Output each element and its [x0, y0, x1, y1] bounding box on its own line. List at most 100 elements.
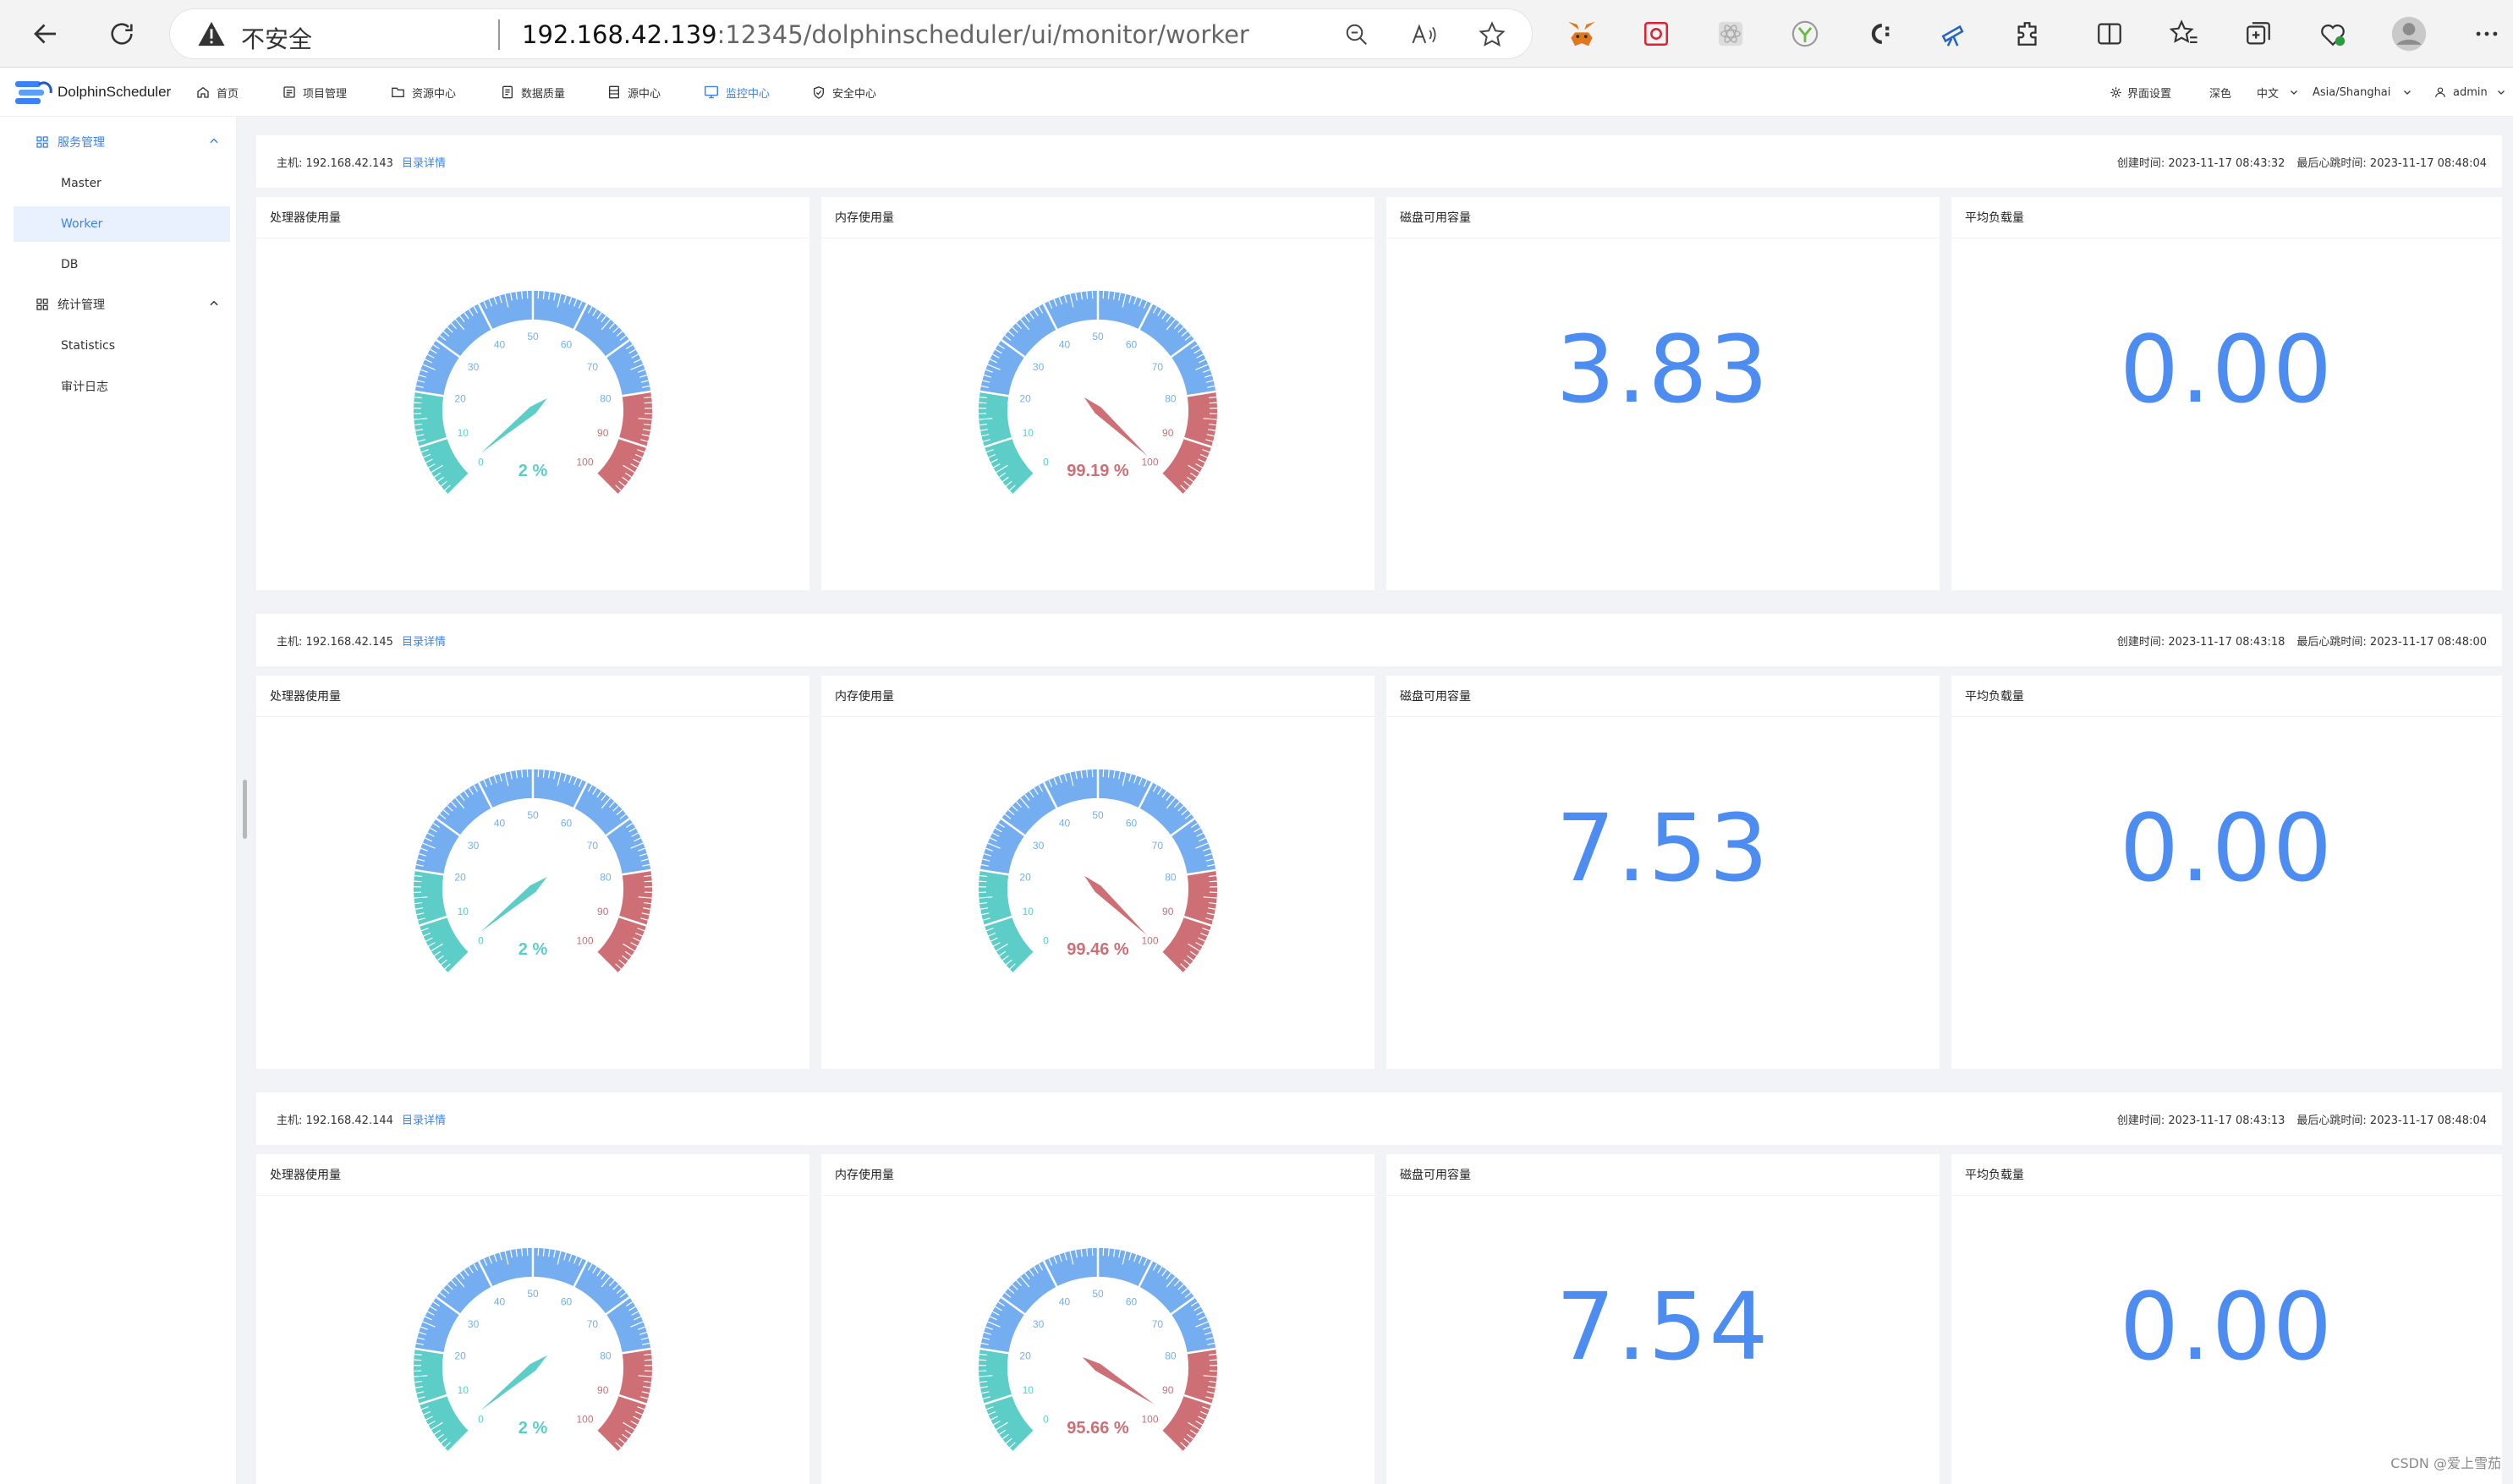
gauge-tick [439, 813, 447, 819]
menu-security[interactable]: 安全中心 [812, 68, 876, 117]
gauge-tick-label: 30 [468, 840, 480, 852]
gauge-tick [619, 813, 627, 819]
sidebar-item-master[interactable]: Master [61, 177, 102, 190]
sidebar-item-db[interactable]: DB [61, 258, 79, 271]
gauge-tick [428, 1421, 436, 1426]
gauge-tick [1204, 1331, 1212, 1335]
gauge-tick [984, 1394, 1012, 1405]
chevron-up-icon [210, 300, 218, 306]
sidebar-group-service[interactable]: 服务管理 [0, 122, 237, 162]
gauge-tick [1202, 1406, 1210, 1410]
gauge-tick-label: 10 [1023, 427, 1034, 439]
language-select[interactable]: 中文 [2257, 68, 2299, 117]
refresh-button[interactable] [100, 12, 144, 56]
extensions-puzzle-icon[interactable] [2010, 15, 2047, 52]
gauge-tick [1160, 951, 1183, 974]
profile-avatar[interactable] [2390, 15, 2428, 52]
favorite-star-icon[interactable] [1477, 19, 1507, 50]
menu-datasource[interactable]: 源中心 [607, 68, 661, 117]
gauge-tick [985, 449, 994, 453]
menu-projects[interactable]: 项目管理 [283, 68, 347, 117]
gauge-tick [1187, 1433, 1194, 1440]
gauge-tick [422, 842, 436, 849]
gauge-tick [639, 852, 647, 857]
zoom-icon[interactable] [1342, 19, 1372, 50]
sidebar-item-audit-log[interactable]: 审计日志 [61, 381, 108, 394]
browser-essentials-icon[interactable] [2314, 15, 2351, 52]
sidebar-item-worker[interactable]: Worker [14, 206, 230, 242]
gauge-tick [623, 943, 635, 952]
gauge-tick [631, 353, 639, 359]
c-ext-icon[interactable] [1861, 15, 1898, 52]
yuque-ext-icon[interactable] [1786, 15, 1824, 52]
gauge-tick [415, 863, 424, 867]
theme-toggle[interactable]: 深色 [2209, 87, 2232, 101]
gauge-tick [634, 359, 641, 364]
gauge-tick [1195, 842, 1209, 849]
ui-settings-button[interactable]: 界面设置 [2110, 68, 2171, 117]
gauge-tick [630, 1321, 644, 1328]
sidebar-item-statistics[interactable]: Statistics [61, 339, 115, 353]
more-menu-icon[interactable] [2468, 15, 2505, 52]
gauge-tick [548, 1249, 551, 1257]
gauge-tick [979, 868, 1009, 876]
app-logo[interactable]: DolphinScheduler [14, 76, 171, 108]
gauge-value-text: 2 % [519, 1419, 548, 1437]
gauge-tick [414, 896, 428, 899]
sidebar-group-statistics[interactable]: 统计管理 [0, 284, 237, 325]
gauge-tick [1160, 473, 1183, 496]
address-bar[interactable]: 不安全 192.168.42.139:12345/dolphinschedule… [169, 8, 1533, 59]
gauge-tick [1202, 449, 1210, 453]
gauge-tick [640, 439, 649, 442]
collections-icon[interactable] [2240, 15, 2277, 52]
sidebar-scrollbar[interactable] [243, 780, 247, 839]
gauge-tick-label: 20 [454, 392, 466, 404]
metamask-icon[interactable] [1563, 15, 1600, 52]
gauge-tick [979, 896, 993, 899]
gauge-tick [1007, 1288, 1015, 1295]
gauge-tick-label: 70 [1152, 1318, 1164, 1330]
gauge-tick [1053, 777, 1057, 786]
gauge-tick [1058, 297, 1062, 305]
menu-home[interactable]: 首页 [196, 68, 239, 117]
gauge-tick [515, 770, 518, 779]
gauge-tick [1170, 1296, 1195, 1316]
project-icon [283, 86, 295, 98]
gauge-tick [483, 301, 488, 309]
gauge-tick [634, 932, 643, 937]
screenshot-ext-icon[interactable] [1638, 15, 1675, 52]
directory-detail-link[interactable]: 目录详情 [402, 1114, 447, 1127]
dolphin-logo-icon [15, 81, 52, 104]
gauge-tick-label: 20 [1019, 1350, 1031, 1361]
telescope-ext-icon[interactable] [1935, 15, 1973, 52]
gauge-tick-label: 60 [561, 1295, 573, 1307]
gauge-tick [553, 293, 557, 301]
directory-detail-link[interactable]: 目录详情 [402, 157, 447, 170]
gauge-needle [480, 1355, 547, 1410]
gauge-tick [473, 1263, 479, 1271]
gauge-tick [1205, 917, 1214, 921]
gauge-tick [493, 1254, 497, 1262]
insecure-label: 不安全 [241, 25, 313, 53]
timezone-select[interactable]: Asia/Shanghai [2313, 68, 2412, 117]
user-menu[interactable]: admin [2434, 68, 2506, 117]
gauge-tick [979, 1359, 987, 1361]
menu-resources[interactable]: 资源中心 [391, 68, 456, 117]
directory-detail-link[interactable]: 目录详情 [402, 636, 447, 649]
back-button[interactable] [24, 12, 68, 56]
gauge-tick [432, 344, 441, 350]
gauge-tick [997, 823, 1006, 829]
gauge-tick [990, 937, 998, 942]
gauge-tick [427, 1311, 435, 1316]
menu-monitor[interactable]: 监控中心 [704, 68, 770, 117]
favorites-icon[interactable] [2165, 15, 2203, 52]
gauge-tick [630, 1421, 638, 1426]
url-text[interactable]: 192.168.42.139:12345/dolphinscheduler/ui… [522, 20, 1249, 49]
gauge-tick [1009, 963, 1016, 970]
read-aloud-icon[interactable] [1409, 19, 1440, 50]
split-screen-icon[interactable] [2091, 15, 2128, 52]
gauge-tick [1133, 1254, 1138, 1262]
gauge-tick-label: 50 [1092, 809, 1104, 821]
menu-data-quality[interactable]: 数据质量 [501, 68, 565, 117]
react-devtools-icon[interactable] [1712, 15, 1749, 52]
